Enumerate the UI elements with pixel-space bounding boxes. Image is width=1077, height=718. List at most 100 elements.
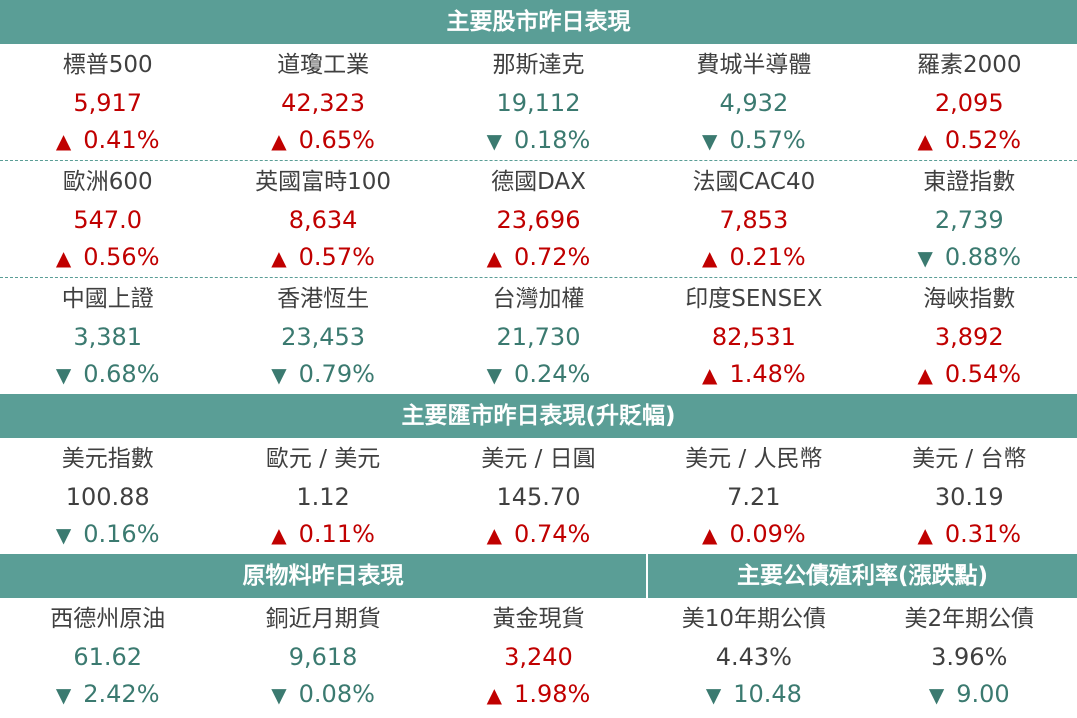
stocks-grid: 標普500 5,917 ▲ 0.41% 道瓊工業 42,323 ▲ 0.65% 那斯達克 19,1… — [0, 44, 1077, 394]
triangle-up-icon: ▲ — [486, 523, 503, 547]
quote-name: 歐洲600 — [62, 169, 153, 195]
quote-cell: 印度SENSEX 82,531 ▲ 1.48% — [646, 278, 861, 394]
triangle-up-icon: ▲ — [917, 363, 933, 387]
quote-cell: 美元 / 台幣 30.19 ▲ 0.31% — [862, 438, 1077, 554]
quote-change-value: 0.16% — [83, 520, 160, 548]
quote-cell: 美元 / 日圓 145.70 ▲ 0.74% — [431, 438, 646, 554]
quote-value: 7,853 — [719, 206, 789, 234]
row-divider — [0, 277, 1077, 278]
quote-value: 42,323 — [281, 89, 366, 117]
quote-value: 21,730 — [496, 323, 581, 351]
quote-value: 5,917 — [73, 89, 143, 117]
quote-change: ▲ 0.09% — [646, 515, 861, 554]
quote-change: ▲ 0.72% — [431, 238, 646, 277]
quote-change-value: 0.21% — [729, 243, 806, 271]
quote-name: 西德州原油 — [50, 606, 166, 632]
quote-name: 中國上證 — [61, 286, 154, 312]
fx-row: 美元指數 100.88 ▼ 0.16% 歐元 / 美元 1.12 ▲ 0.11% 美元 / 日圓… — [0, 438, 1077, 554]
triangle-down-icon: ▼ — [55, 363, 72, 387]
quote-name: 印度SENSEX — [685, 286, 823, 312]
triangle-down-icon: ▼ — [702, 129, 718, 153]
triangle-down-icon: ▼ — [55, 523, 72, 547]
quote-change: ▼ 0.16% — [0, 515, 215, 554]
quote-change-value: 0.54% — [944, 360, 1022, 388]
quote-value: 19,112 — [496, 89, 581, 117]
triangle-up-icon: ▲ — [702, 246, 718, 270]
triangle-up-icon: ▲ — [486, 246, 503, 270]
commodities-bonds-grid: 西德州原油 61.62 ▼ 2.42% 銅近月期貨 9,618 ▼ 0.08% 黃金現貨 3,24… — [0, 598, 1077, 714]
quote-change: ▲ 1.48% — [646, 355, 861, 394]
quote-change-value: 0.18% — [514, 126, 591, 154]
quote-change: ▲ 0.21% — [646, 238, 861, 277]
quote-cell: 海峽指數 3,892 ▲ 0.54% — [862, 278, 1077, 394]
quote-value: 61.62 — [73, 643, 143, 671]
quote-change-value: 0.41% — [83, 126, 160, 154]
quote-name: 羅素2000 — [916, 52, 1022, 78]
quote-change-value: 0.56% — [83, 243, 160, 271]
quote-name: 道瓊工業 — [277, 52, 370, 78]
quote-change: ▼ 0.68% — [0, 355, 215, 394]
quote-change-value: 10.48 — [733, 680, 802, 708]
quote-value: 30.19 — [934, 483, 1004, 511]
quote-name: 美10年期公債 — [681, 606, 826, 632]
quote-change-value: 0.65% — [298, 126, 375, 154]
quote-change-value: 2.42% — [83, 680, 160, 708]
quote-value: 3,381 — [73, 323, 143, 351]
triangle-up-icon: ▲ — [271, 129, 287, 153]
quote-name: 台灣加權 — [492, 286, 585, 312]
quote-cell: 道瓊工業 42,323 ▲ 0.65% — [215, 44, 430, 160]
triangle-up-icon: ▲ — [486, 683, 503, 707]
triangle-up-icon: ▲ — [55, 246, 72, 270]
quote-change-value: 0.31% — [944, 520, 1022, 548]
quote-cell: 德國DAX 23,696 ▲ 0.72% — [431, 161, 646, 277]
quote-name: 黃金現貨 — [492, 606, 585, 632]
quote-name: 東證指數 — [923, 169, 1016, 195]
quote-name: 美2年期公債 — [904, 606, 1035, 632]
quote-name: 銅近月期貨 — [265, 606, 381, 632]
bonds-section-title: 主要公債殖利率(漲跌點) — [646, 554, 1077, 598]
quote-change: ▲ 0.57% — [215, 238, 430, 277]
triangle-up-icon: ▲ — [271, 246, 287, 270]
quote-change: ▼ 0.57% — [646, 121, 861, 160]
triangle-down-icon: ▼ — [917, 246, 933, 270]
triangle-up-icon: ▲ — [917, 129, 933, 153]
fx-grid: 美元指數 100.88 ▼ 0.16% 歐元 / 美元 1.12 ▲ 0.11% 美元 / 日圓… — [0, 438, 1077, 554]
quote-value: 2,095 — [934, 89, 1004, 117]
triangle-down-icon: ▼ — [486, 129, 503, 153]
quote-change: ▼ 0.24% — [431, 355, 646, 394]
quote-cell: 美2年期公債 3.96% ▼ 9.00 — [862, 598, 1077, 714]
quote-cell: 法國CAC40 7,853 ▲ 0.21% — [646, 161, 861, 277]
quote-change: ▲ 0.52% — [862, 121, 1077, 160]
quote-cell: 歐洲600 547.0 ▲ 0.56% — [0, 161, 215, 277]
quote-name: 法國CAC40 — [692, 169, 816, 195]
stocks-row: 中國上證 3,381 ▼ 0.68% 香港恆生 23,453 ▼ 0.79% 台灣加權 21,73… — [0, 278, 1077, 394]
quote-value: 145.70 — [496, 483, 581, 511]
stocks-section-title: 主要股市昨日表現 — [0, 0, 1077, 44]
quote-change-value: 9.00 — [956, 680, 1010, 708]
triangle-down-icon: ▼ — [705, 683, 722, 707]
quote-change: ▲ 0.74% — [431, 515, 646, 554]
quote-change: ▲ 0.11% — [215, 515, 430, 554]
quote-change-value: 0.72% — [514, 243, 591, 271]
triangle-down-icon: ▼ — [271, 683, 287, 707]
fx-section-title: 主要匯市昨日表現(升貶幅) — [0, 394, 1077, 438]
quote-change-value: 0.24% — [514, 360, 591, 388]
triangle-up-icon: ▲ — [271, 523, 287, 547]
quote-change: ▼ 10.48 — [646, 675, 861, 714]
quote-name: 美元 / 台幣 — [912, 446, 1027, 472]
quote-change-value: 0.08% — [298, 680, 375, 708]
stocks-row: 歐洲600 547.0 ▲ 0.56% 英國富時100 8,634 ▲ 0.57% 德國DAX 2… — [0, 161, 1077, 277]
quote-cell: 台灣加權 21,730 ▼ 0.24% — [431, 278, 646, 394]
quote-name: 德國DAX — [491, 169, 586, 195]
triangle-up-icon: ▲ — [702, 363, 718, 387]
quote-value: 9,618 — [288, 643, 358, 671]
triangle-up-icon: ▲ — [917, 523, 933, 547]
quote-name: 美元指數 — [61, 446, 154, 472]
quote-change: ▼ 0.08% — [215, 675, 430, 714]
quote-change: ▼ 0.79% — [215, 355, 430, 394]
quote-value: 23,696 — [496, 206, 581, 234]
quote-value: 100.88 — [65, 483, 150, 511]
quote-cell: 香港恆生 23,453 ▼ 0.79% — [215, 278, 430, 394]
quote-value: 3,892 — [934, 323, 1004, 351]
